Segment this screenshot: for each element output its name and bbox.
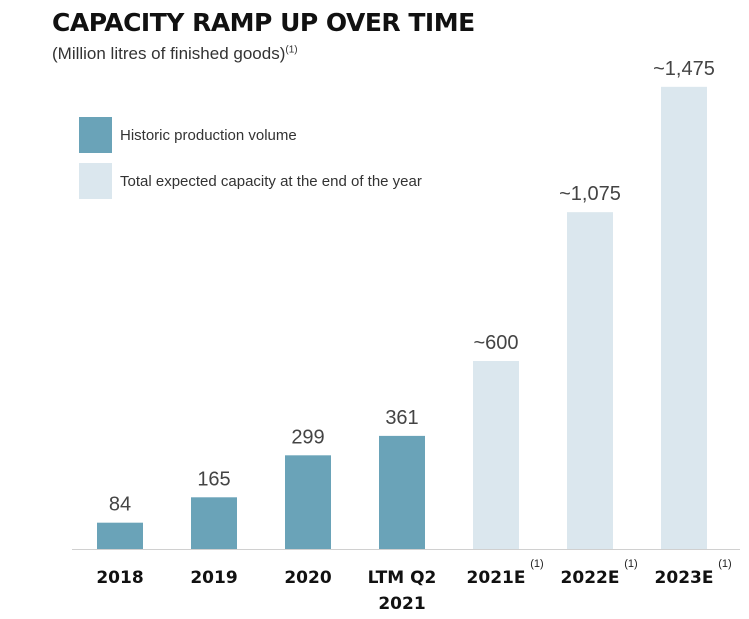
bar-3 (379, 435, 425, 549)
bar-4 (473, 361, 519, 549)
chart-subtitle: (Million litres of finished goods)(1) (52, 44, 298, 64)
legend-item-historic: Historic production volume (79, 117, 297, 153)
bar-value-label-4: ~600 (473, 332, 518, 354)
category-label-6: 2023E (655, 568, 714, 588)
bar-value-label-5: ~1,075 (559, 183, 621, 205)
category-label-0: 2018 (96, 568, 143, 588)
category-label-2: 2020 (284, 568, 331, 588)
category-label-3: LTM Q2 (368, 568, 437, 588)
subtitle-footnote: (1) (285, 44, 298, 56)
bar-1 (191, 497, 237, 549)
bar-value-label-3: 361 (385, 407, 418, 429)
category-footnote-6: (1) (718, 558, 731, 570)
legend-label-expected: Total expected capacity at the end of th… (120, 172, 422, 190)
chart-title: CAPACITY RAMP UP OVER TIME (52, 8, 475, 37)
bar-value-label-6: ~1,475 (653, 58, 715, 80)
bar-value-label-2: 299 (291, 426, 324, 448)
bar-0 (97, 522, 143, 549)
bar-5 (567, 212, 613, 549)
legend-item-expected: Total expected capacity at the end of th… (79, 163, 422, 199)
category-footnote-5: (1) (624, 558, 637, 570)
category-label-5: 2022E (561, 568, 620, 588)
bar-2 (285, 455, 331, 549)
legend-swatch-historic (79, 117, 112, 153)
category-label-1: 2019 (190, 568, 237, 588)
bar-value-label-1: 165 (197, 468, 230, 490)
bar-value-label-0: 84 (109, 494, 131, 516)
bar-6 (661, 86, 707, 549)
legend-swatch-expected (79, 163, 112, 199)
category-label-3-line2: 2021 (378, 594, 425, 614)
category-footnote-4: (1) (530, 558, 543, 570)
legend-label-historic: Historic production volume (120, 126, 297, 144)
category-label-4: 2021E (467, 568, 526, 588)
subtitle-text: (Million litres of finished goods) (52, 44, 286, 63)
